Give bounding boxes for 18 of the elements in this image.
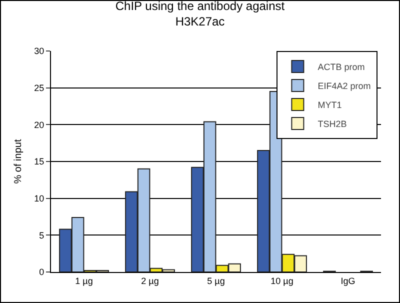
y-tick-label: 0 bbox=[39, 267, 44, 278]
y-tick-label: 15 bbox=[34, 156, 44, 167]
y-tick-label: 10 bbox=[34, 193, 44, 204]
y-axis-title: % of input bbox=[13, 139, 24, 184]
x-tick-label: 1 µg bbox=[75, 276, 93, 286]
chart-title: ChIP using the antibody against H3K27ac bbox=[115, 0, 286, 29]
x-tick-label: IgG bbox=[340, 276, 356, 286]
legend-label: MYT1 bbox=[318, 100, 342, 110]
y-tick-label: 25 bbox=[34, 82, 44, 93]
y-tick-label: 20 bbox=[34, 120, 44, 130]
y-tick-label: 5 bbox=[39, 230, 44, 240]
legend-label: TSH2B bbox=[318, 119, 347, 130]
y-tick-label: 30 bbox=[34, 46, 44, 56]
legend-label: ACTB prom bbox=[318, 62, 365, 72]
legend-label: EIF4A2 prom bbox=[318, 81, 371, 92]
x-tick-label: 2 µg bbox=[141, 276, 159, 286]
x-tick-label: 10 µg bbox=[270, 276, 294, 286]
x-tick-label: 5 µg bbox=[207, 276, 225, 286]
